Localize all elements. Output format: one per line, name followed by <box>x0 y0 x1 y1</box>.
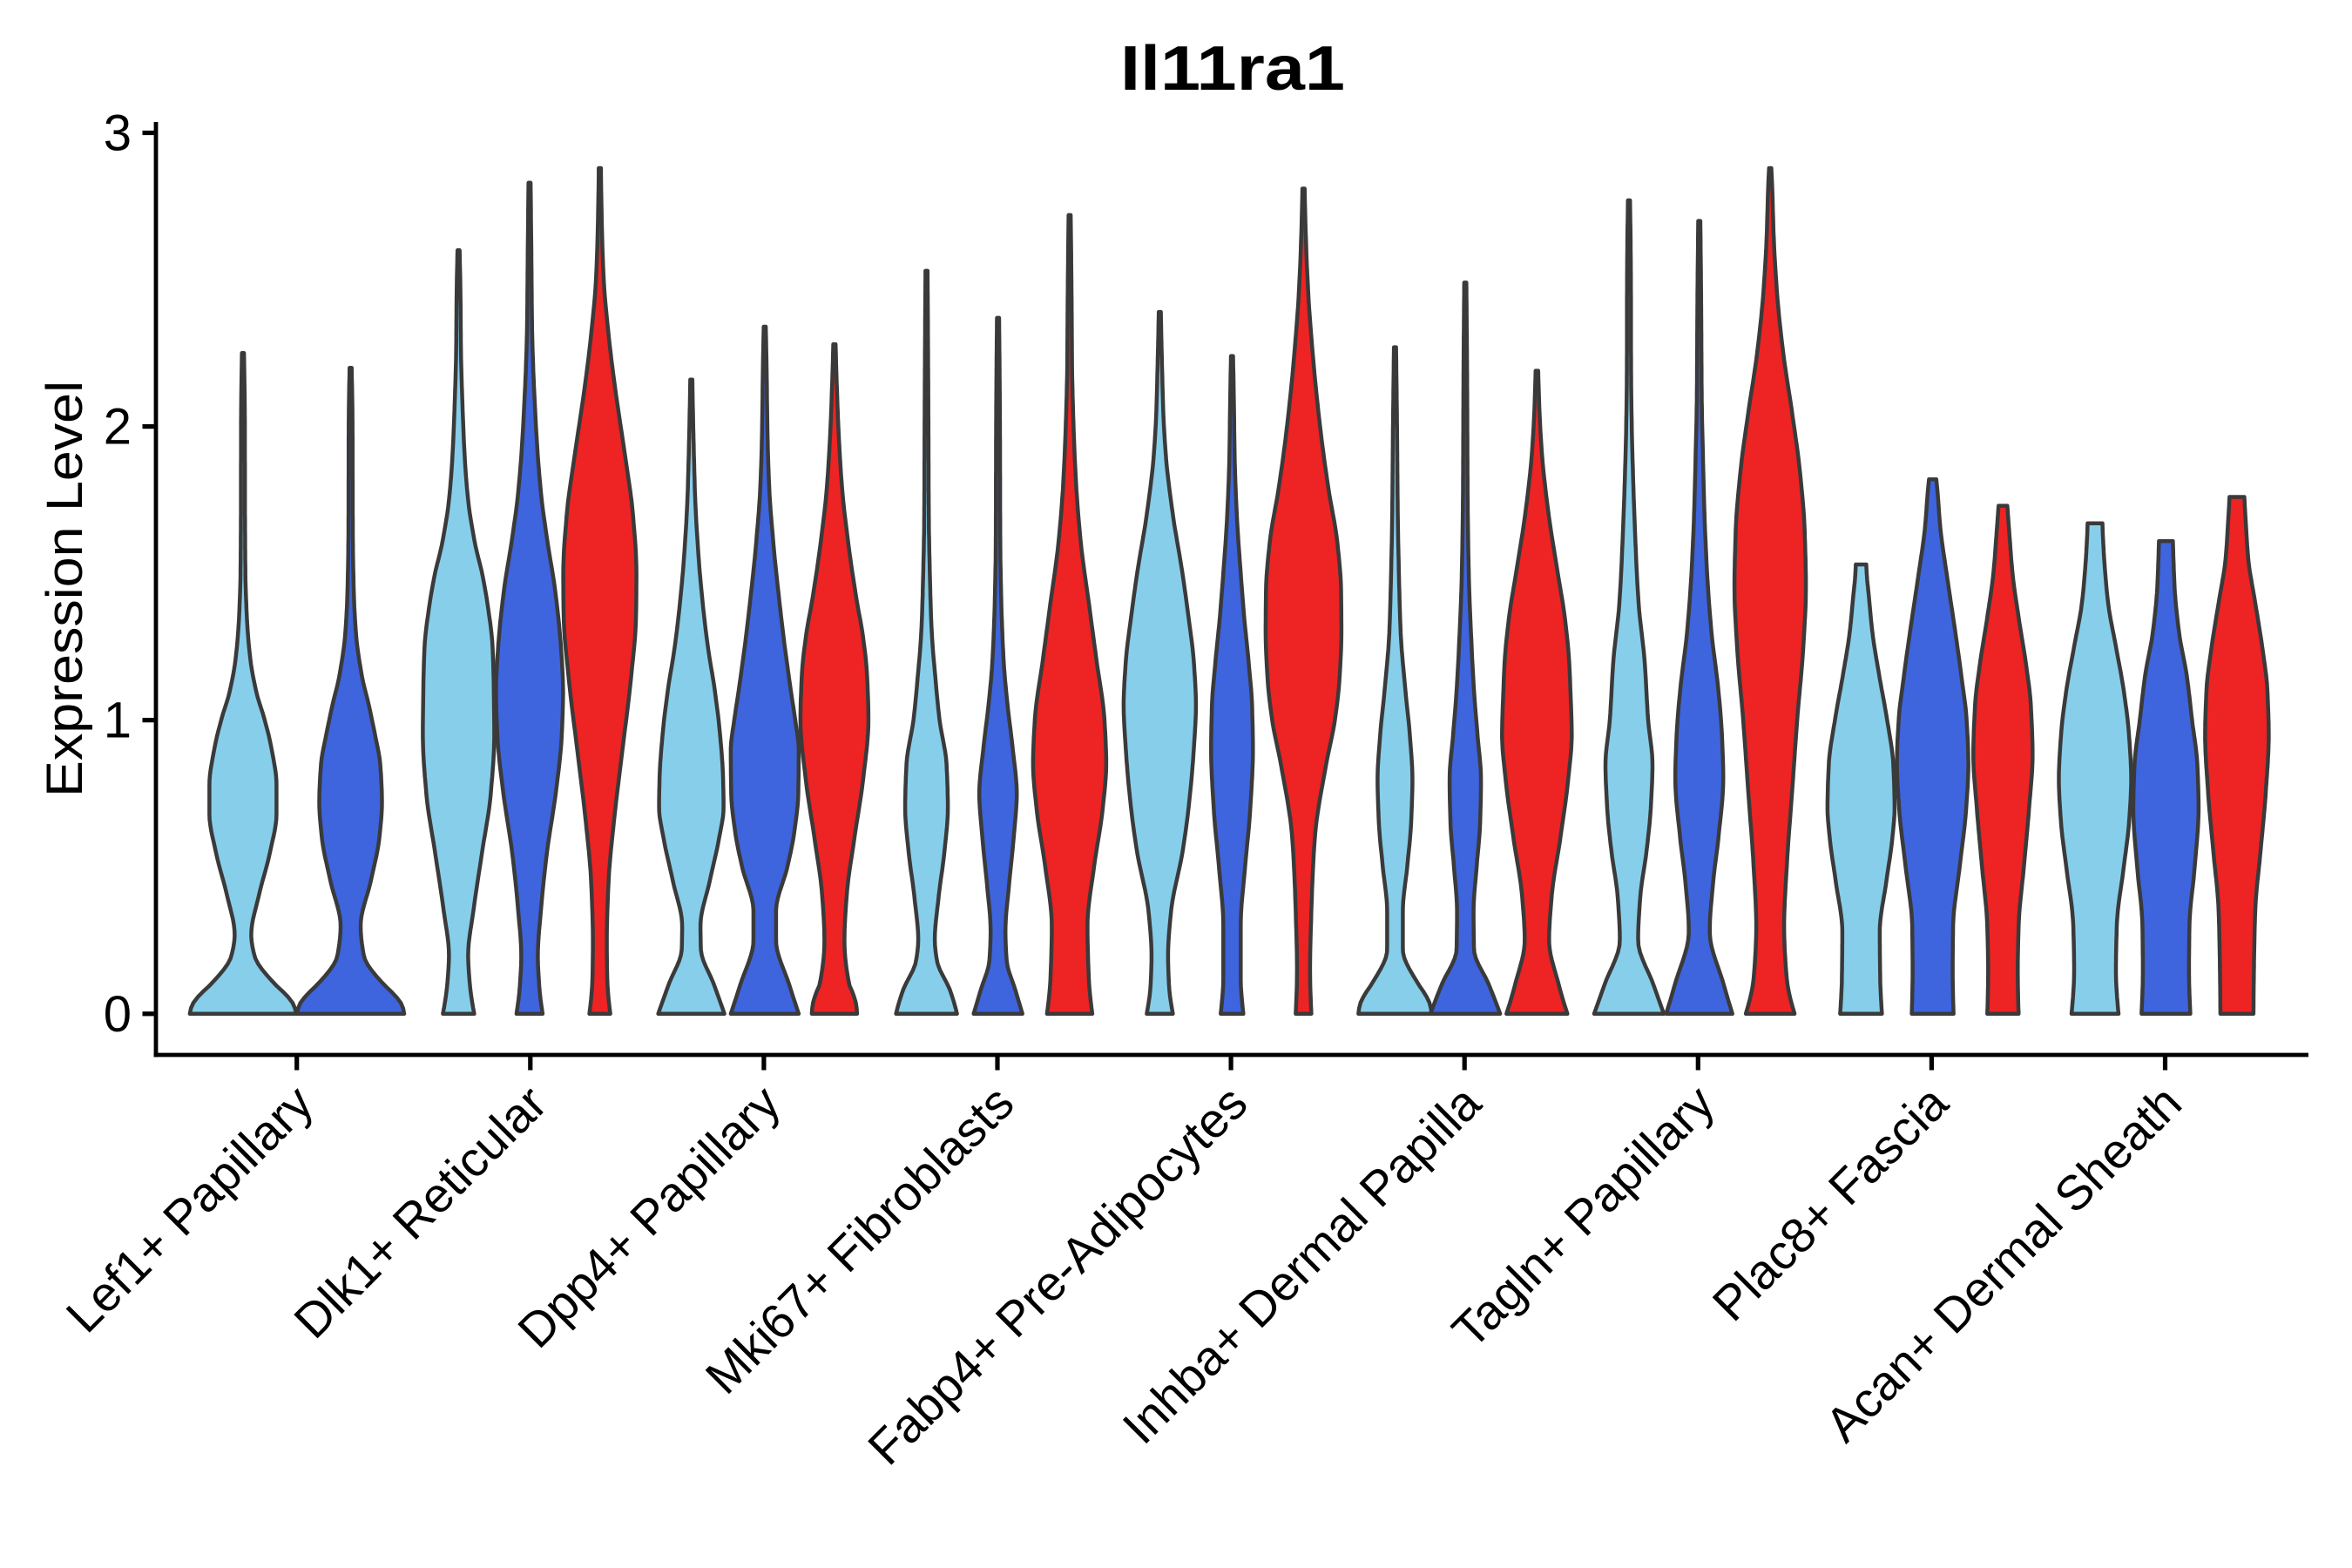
svg-text:3: 3 <box>104 105 132 162</box>
svg-text:1: 1 <box>104 693 132 749</box>
svg-text:Il11ra1: Il11ra1 <box>1120 34 1345 104</box>
svg-text:0: 0 <box>104 986 132 1043</box>
svg-text:2: 2 <box>104 399 132 456</box>
svg-text:Expression Level: Expression Level <box>37 381 93 797</box>
